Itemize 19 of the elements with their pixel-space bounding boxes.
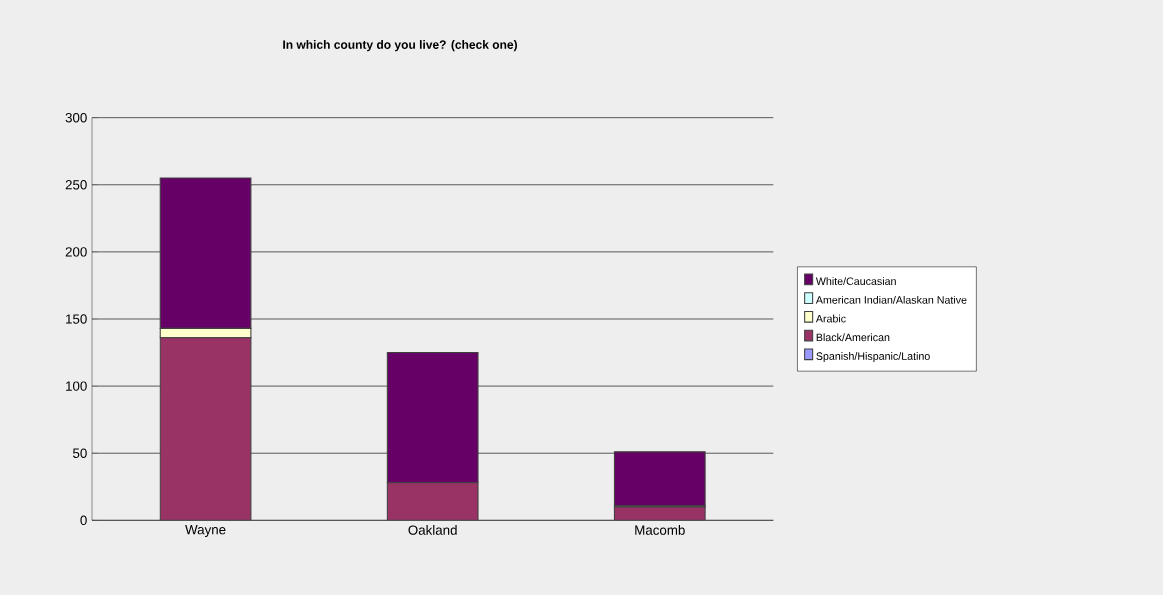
bar — [386, 352, 479, 484]
legend-label: Black/American — [816, 333, 890, 342]
legend-label: Arabic — [815, 314, 846, 323]
y-tick-label: 150 — [66, 314, 87, 324]
bar — [386, 482, 479, 521]
y-tick-label: 50 — [73, 448, 87, 458]
legend-label: American Indian/Alaskan Native — [815, 295, 967, 304]
bar — [159, 337, 252, 521]
x-tick-label: Wayne — [185, 525, 226, 537]
legend-label: White/Caucasian — [815, 277, 896, 285]
y-tick-label: 100 — [66, 381, 87, 391]
y-tick-label: 200 — [65, 247, 87, 257]
x-tick-label: Macomb — [635, 525, 685, 535]
y-tick-label: 250 — [65, 180, 87, 190]
x-tick-label: Oakland — [408, 525, 457, 535]
y-tick-label: 300 — [65, 112, 87, 123]
y-tick-label: 0 — [80, 515, 87, 526]
chart-title: In which county do you live? (check one) — [283, 40, 517, 52]
legend-label: Spanish/Hispanic/Latino — [816, 352, 930, 363]
